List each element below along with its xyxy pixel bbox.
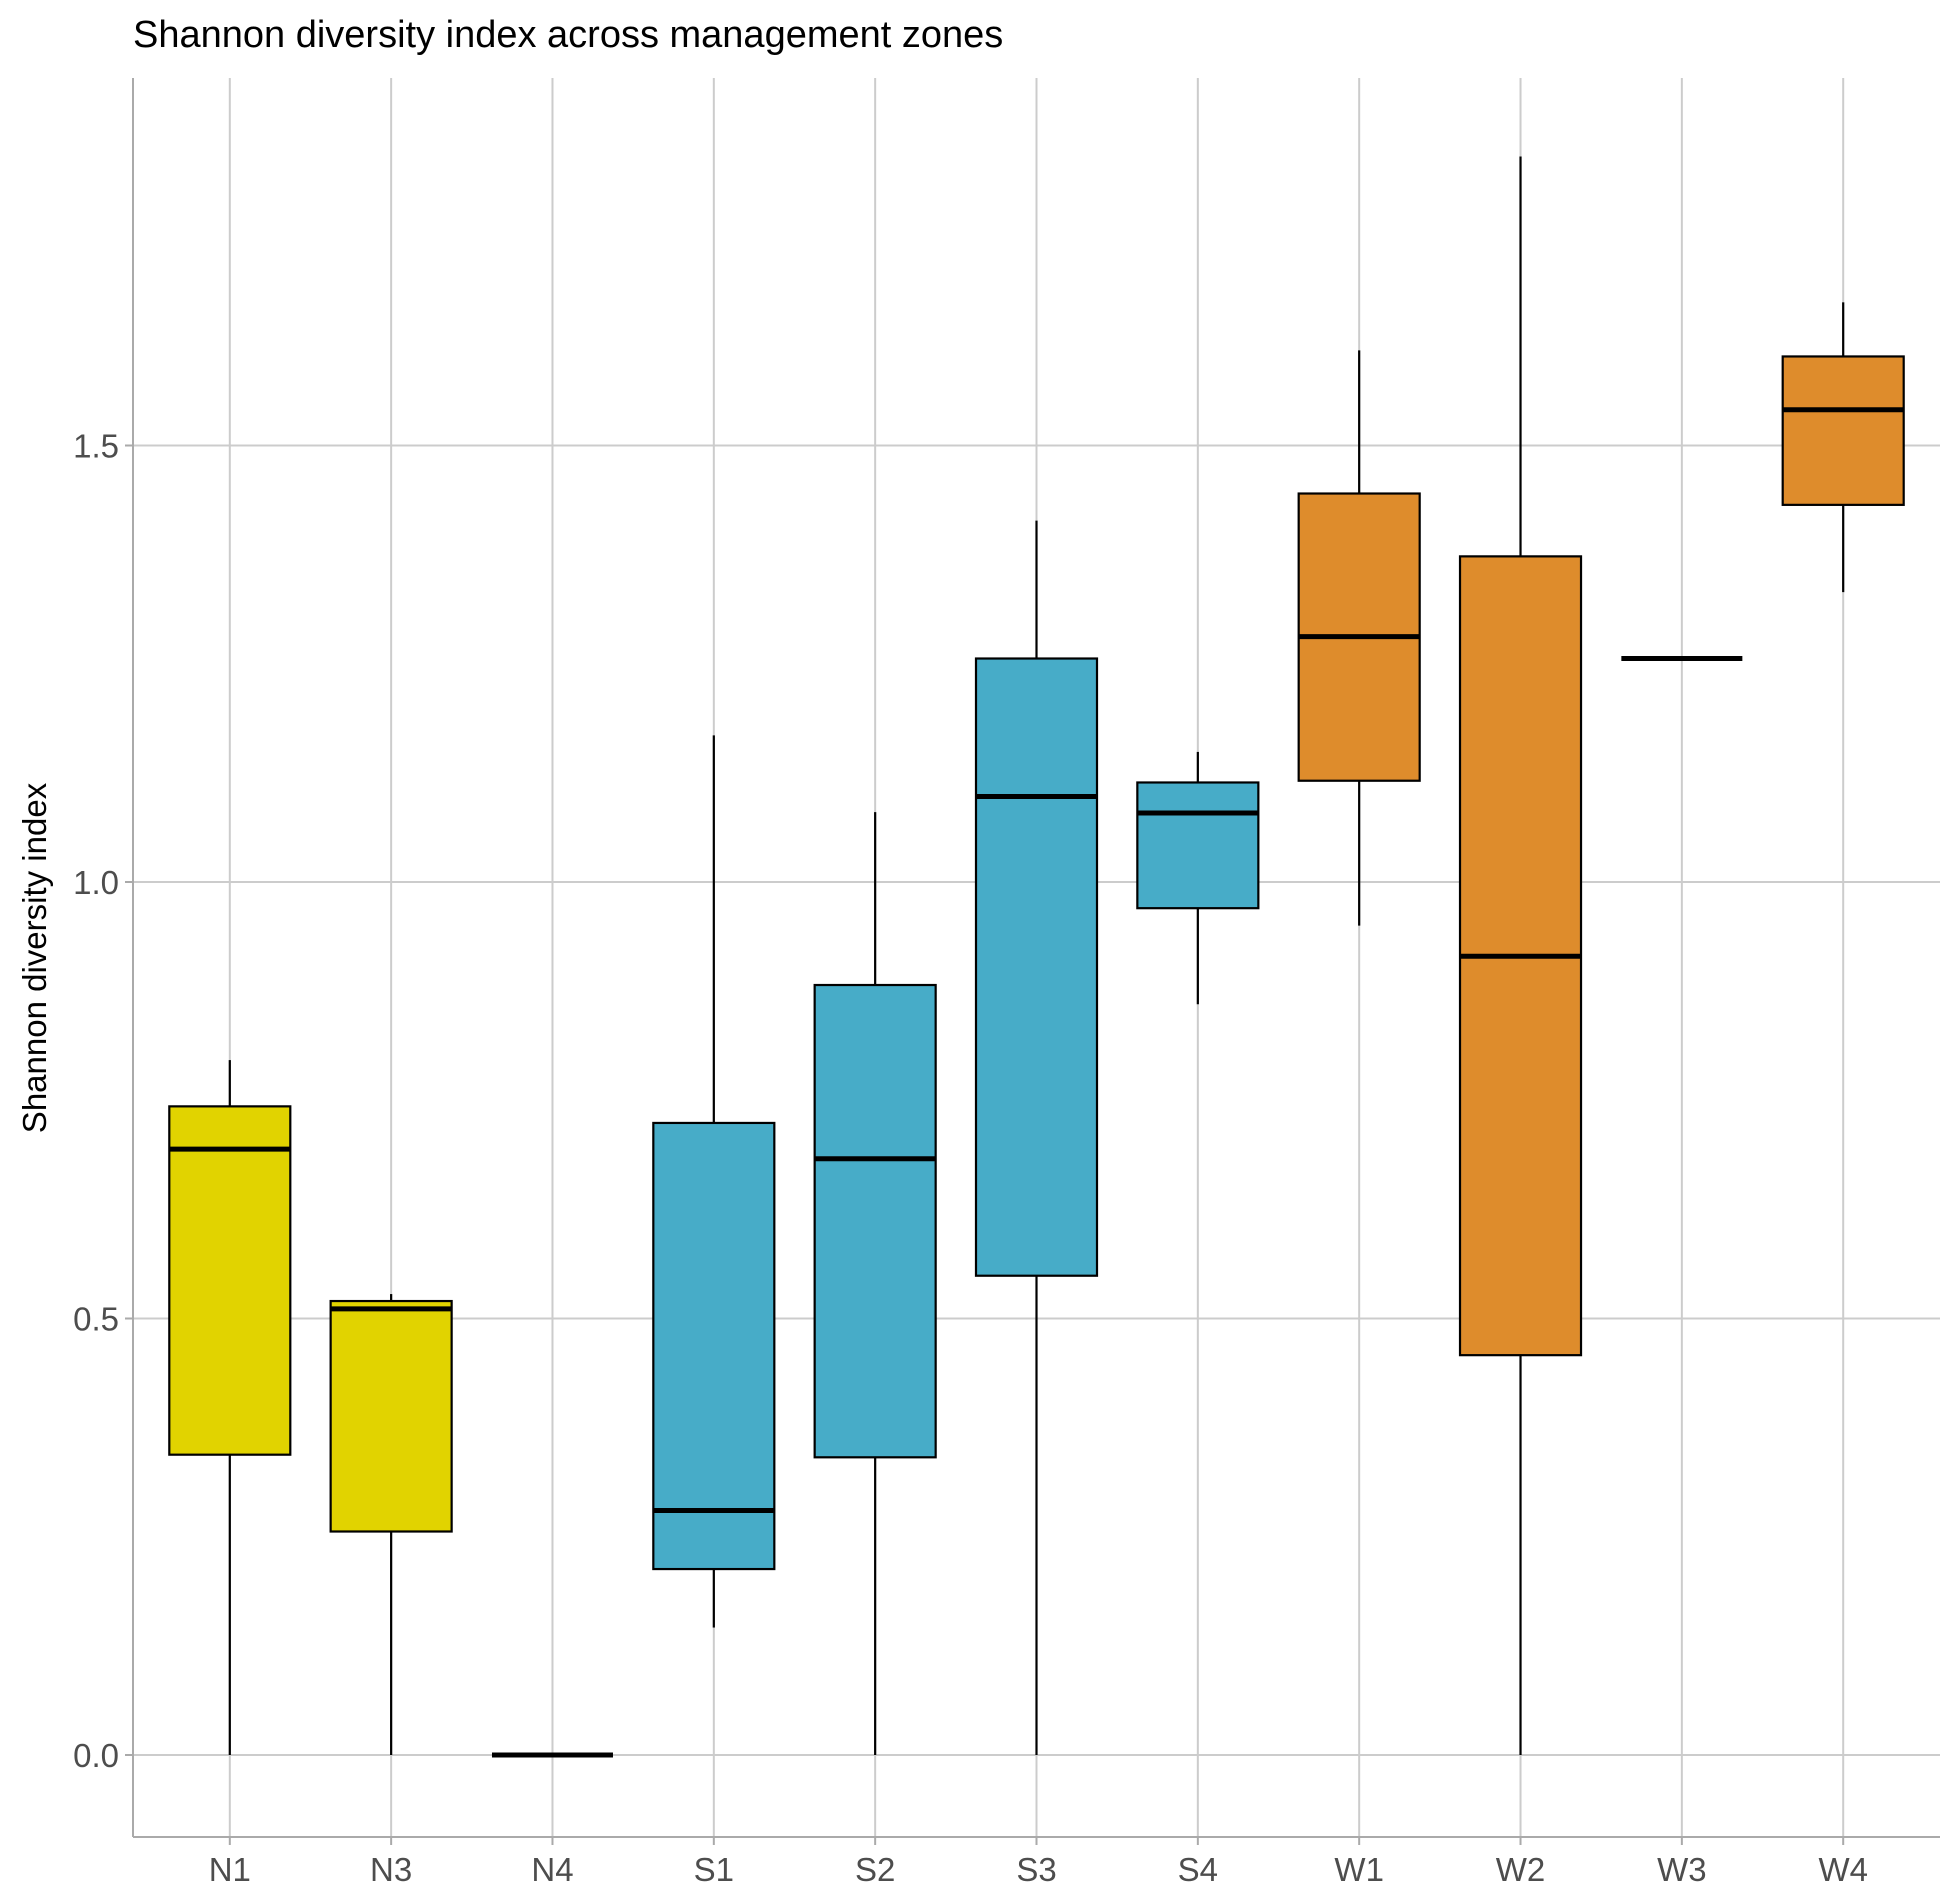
x-tick-label: N3 <box>370 1851 412 1888</box>
iqr-box <box>329 1299 453 1533</box>
y-tick-label: 1.5 <box>73 428 119 465</box>
x-tick-label: S3 <box>1016 1851 1056 1888</box>
box-w4 <box>1781 302 1905 593</box>
box-w2 <box>1458 156 1583 1755</box>
x-tick-label: W4 <box>1818 1851 1868 1888</box>
box-s2 <box>813 812 937 1755</box>
x-tick-label: N1 <box>209 1851 251 1888</box>
x-tick-label: W2 <box>1496 1851 1546 1888</box>
box-n3 <box>329 1294 453 1755</box>
x-tick-label: W1 <box>1334 1851 1384 1888</box>
box-s3 <box>974 520 1099 1755</box>
box-s1 <box>652 735 776 1628</box>
iqr-box <box>813 983 937 1459</box>
x-tick-label: S2 <box>855 1851 895 1888</box>
x-tick-label: S1 <box>694 1851 734 1888</box>
box-w1 <box>1297 350 1421 926</box>
x-tick-label: W3 <box>1657 1851 1707 1888</box>
chart-title: Shannon diversity index across managemen… <box>133 14 1004 56</box>
iqr-box <box>1781 355 1905 506</box>
boxes <box>168 156 1905 1758</box>
iqr-box <box>974 657 1099 1277</box>
iqr-box <box>652 1121 776 1571</box>
iqr-box <box>168 1105 292 1456</box>
tick-labels: 0.0 0.5 1.0 1.5 N1 N3 N4 S1 S2 S3 S4 W1 W2 W3 W4 <box>73 428 1868 1889</box>
x-tick-label: N4 <box>531 1851 573 1888</box>
y-axis-title: Shannon diversity index <box>16 782 53 1133</box>
box-s4 <box>1136 751 1260 1005</box>
x-tick-label: S4 <box>1178 1851 1218 1888</box>
iqr-box <box>1136 781 1260 910</box>
axes <box>125 78 1940 1845</box>
y-tick-label: 1.0 <box>73 864 119 901</box>
y-tick-label: 0.0 <box>73 1737 119 1774</box>
box-n1 <box>168 1060 292 1755</box>
y-tick-label: 0.5 <box>73 1301 119 1338</box>
